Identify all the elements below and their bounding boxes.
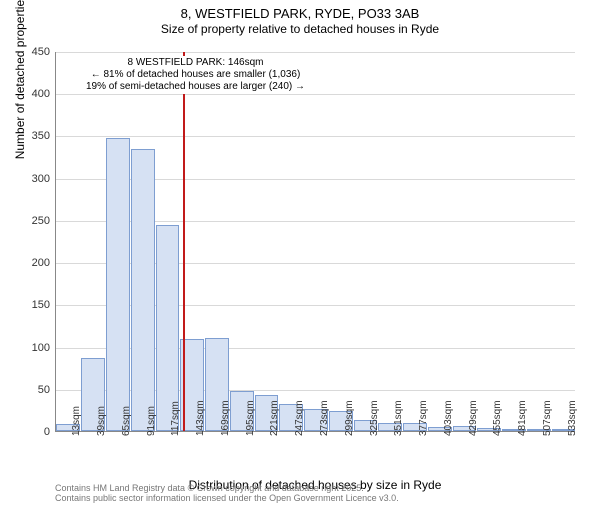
x-tick-label: 533sqm — [567, 400, 578, 436]
x-tick-label: 39sqm — [96, 406, 107, 436]
x-tick-label: 377sqm — [418, 400, 429, 436]
chart-subtitle: Size of property relative to detached ho… — [0, 22, 600, 36]
x-tick-label: 247sqm — [294, 400, 305, 436]
y-tick-label: 300 — [32, 173, 50, 185]
y-tick-label: 400 — [32, 88, 50, 100]
x-tick-label: 91sqm — [146, 406, 157, 436]
x-tick-label: 195sqm — [245, 400, 256, 436]
annotation-line3: 19% of semi-detached houses are larger (… — [86, 81, 305, 93]
x-tick-label: 273sqm — [319, 400, 330, 436]
footer-attribution: Contains HM Land Registry data © Crown c… — [55, 484, 399, 504]
y-tick-label: 200 — [32, 257, 50, 269]
x-tick-label: 221sqm — [269, 400, 280, 436]
y-tick-label: 50 — [38, 384, 50, 396]
bars-container — [56, 52, 575, 431]
x-tick-label: 13sqm — [71, 406, 82, 436]
y-axis-label: Number of detached properties — [13, 0, 27, 159]
annotation-line1: 8 WESTFIELD PARK: 146sqm — [86, 57, 305, 69]
chart-area: 8 WESTFIELD PARK: 146sqm ← 81% of detach… — [55, 52, 575, 432]
annotation-box: 8 WESTFIELD PARK: 146sqm ← 81% of detach… — [84, 56, 307, 94]
x-tick-label: 403sqm — [443, 400, 454, 436]
y-tick-label: 150 — [32, 299, 50, 311]
bar — [156, 225, 180, 431]
bar — [106, 138, 130, 431]
x-tick-label: 325sqm — [369, 400, 380, 436]
x-tick-label: 351sqm — [393, 400, 404, 436]
plot-region: 8 WESTFIELD PARK: 146sqm ← 81% of detach… — [55, 52, 575, 432]
x-tick-label: 65sqm — [121, 406, 132, 436]
chart-title: 8, WESTFIELD PARK, RYDE, PO33 3AB — [0, 6, 600, 21]
marker-line — [183, 52, 185, 431]
bar — [131, 149, 155, 431]
y-tick-label: 100 — [32, 342, 50, 354]
annotation-line2: ← 81% of detached houses are smaller (1,… — [86, 69, 305, 81]
y-tick-label: 450 — [32, 46, 50, 58]
x-tick-label: 169sqm — [220, 400, 231, 436]
y-tick-label: 0 — [44, 426, 50, 438]
footer-line2: Contains public sector information licen… — [55, 494, 399, 504]
x-tick-label: 507sqm — [542, 400, 553, 436]
x-tick-label: 455sqm — [492, 400, 503, 436]
x-tick-label: 143sqm — [195, 400, 206, 436]
x-tick-label: 481sqm — [517, 400, 528, 436]
y-tick-label: 250 — [32, 215, 50, 227]
x-tick-label: 429sqm — [468, 400, 479, 436]
y-tick-label: 350 — [32, 130, 50, 142]
x-tick-label: 299sqm — [344, 400, 355, 436]
x-tick-label: 117sqm — [170, 401, 181, 436]
